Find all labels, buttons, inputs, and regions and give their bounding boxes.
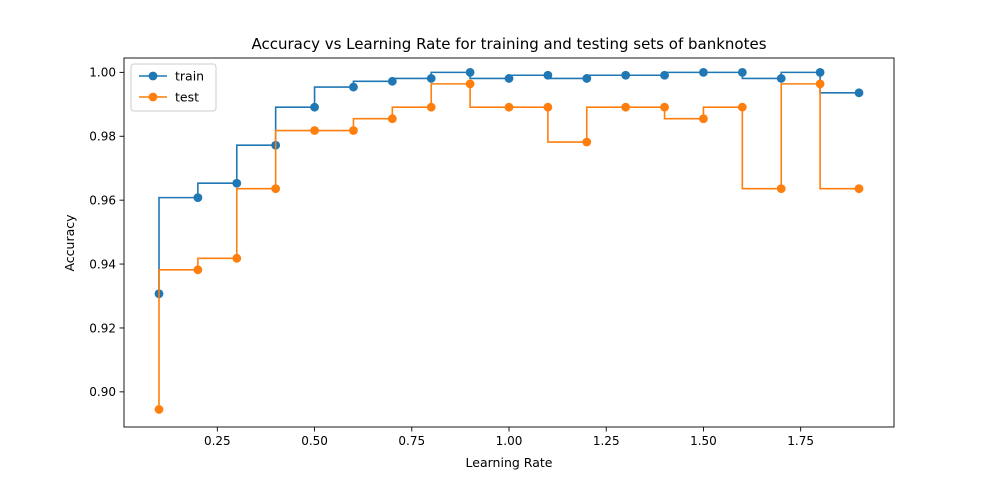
series-test-point (582, 137, 592, 147)
series-train-point (465, 67, 475, 77)
series-test-point (426, 102, 436, 112)
series-train-point (815, 67, 825, 77)
series-train-point (387, 76, 397, 86)
series-test-point (271, 184, 281, 194)
legend-test-marker (148, 92, 158, 102)
series-train-point (582, 74, 592, 83)
legend-train-label: train (175, 69, 204, 84)
x-axis-label: Learning Rate (466, 455, 553, 470)
y-tick-label: 0.90 (89, 385, 116, 399)
y-tick-label: 0.98 (89, 130, 116, 144)
x-tick-label: 1.00 (496, 434, 523, 448)
series-test-point (349, 126, 358, 135)
x-tick-label: 0.25 (204, 434, 231, 448)
y-tick-label: 0.96 (89, 193, 116, 207)
chart-title: Accuracy vs Learning Rate for training a… (251, 35, 766, 53)
series-train-point (854, 88, 864, 98)
series-train-point (699, 67, 708, 77)
legend-train-marker (148, 71, 158, 81)
plot-area: 0.25 0.50 0.75 1.00 1.25 1.50 1.75 0.90 0.92 0.94… (89, 57, 895, 448)
x-tick-label: 1.75 (787, 434, 814, 448)
series-train-point (621, 70, 631, 80)
series-test-point (154, 405, 164, 414)
legend: train test (130, 63, 217, 112)
x-tick-label: 1.50 (690, 434, 717, 448)
series-train-point (660, 70, 669, 80)
x-tick-label: 1.25 (593, 434, 620, 448)
series-test-line (158, 83, 859, 410)
legend-test-label: test (175, 90, 199, 105)
series-test-point (543, 102, 553, 112)
x-tick-label: 0.75 (398, 434, 425, 448)
series-test-point (310, 126, 319, 135)
series-train-point (504, 74, 514, 83)
series-test-point (621, 102, 631, 112)
series-test-point (776, 184, 786, 194)
y-axis-label: Accuracy (62, 214, 77, 272)
series-train-point (426, 74, 436, 83)
series-test-point (699, 114, 708, 124)
series-train-point (776, 74, 786, 83)
series-test-point (504, 102, 514, 112)
series-test-point (387, 114, 397, 124)
y-tick-label: 1.00 (89, 66, 116, 80)
series-train-point (737, 67, 747, 77)
series-test-point (815, 79, 825, 89)
series-test-point (854, 184, 864, 194)
series-test-point (465, 79, 475, 89)
x-tick-label: 0.50 (301, 434, 328, 448)
series-test-point (232, 253, 242, 263)
series-test-point (737, 102, 747, 112)
series-train-point (232, 178, 242, 188)
y-tick-label: 0.92 (89, 321, 116, 335)
series-test-point (193, 265, 203, 275)
series-train-point (543, 70, 553, 80)
axes-frame (123, 57, 895, 428)
series-train-point (193, 193, 203, 203)
series-test-point (660, 102, 669, 112)
series-train-point (349, 82, 358, 92)
series-train-point (310, 102, 319, 112)
y-tick-label: 0.94 (89, 257, 116, 271)
